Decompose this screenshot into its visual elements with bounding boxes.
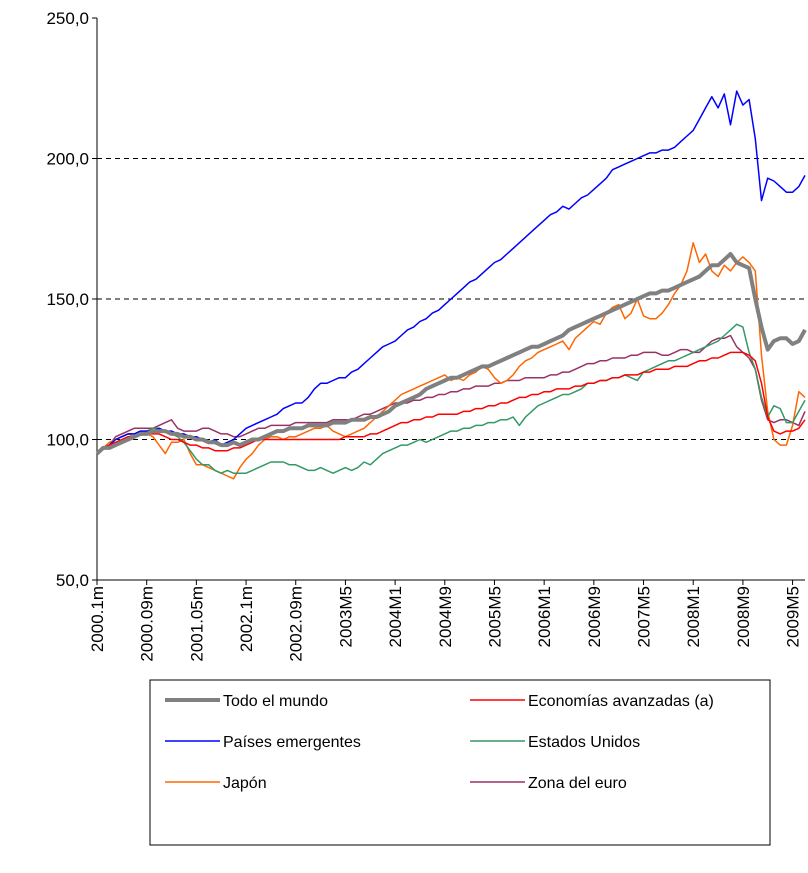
x-tick-label: 2005M5 bbox=[485, 586, 504, 647]
x-tick-label: 2002.09m bbox=[287, 586, 306, 662]
x-tick-label: 2007M5 bbox=[635, 586, 654, 647]
x-tick-label: 2006M9 bbox=[585, 586, 604, 647]
series-line bbox=[96, 90, 806, 455]
x-tick-label: 2003M5 bbox=[336, 586, 355, 647]
series-line bbox=[96, 323, 806, 474]
series-line bbox=[96, 334, 806, 455]
y-tick-label: 100,0 bbox=[46, 431, 89, 450]
legend-label: Economías avanzadas (a) bbox=[528, 693, 714, 710]
x-tick-label: 2002.1m bbox=[237, 586, 256, 652]
x-tick-label: 2009M5 bbox=[784, 586, 803, 647]
series-line bbox=[96, 351, 806, 455]
x-tick-label: 2008M1 bbox=[684, 586, 703, 647]
legend-label: Japón bbox=[223, 775, 267, 792]
x-tick-label: 2008M9 bbox=[734, 586, 753, 647]
x-tick-label: 2000.09m bbox=[138, 586, 157, 662]
y-tick-label: 50,0 bbox=[56, 571, 89, 590]
y-tick-label: 250,0 bbox=[46, 9, 89, 28]
legend-box bbox=[149, 679, 771, 846]
x-tick-label: 2001.05m bbox=[187, 586, 206, 662]
legend-label: Zona del euro bbox=[528, 775, 627, 792]
x-tick-label: 2004M9 bbox=[436, 586, 455, 647]
x-tick-label: 2000.1m bbox=[88, 586, 107, 652]
x-tick-label: 2004M1 bbox=[386, 586, 405, 647]
series-line bbox=[95, 252, 807, 456]
legend-label: Todo el mundo bbox=[223, 693, 328, 710]
legend-label: Países emergentes bbox=[223, 734, 361, 751]
x-tick-label: 2006M1 bbox=[535, 586, 554, 647]
y-tick-label: 200,0 bbox=[46, 150, 89, 169]
y-tick-label: 150,0 bbox=[46, 290, 89, 309]
legend-label: Estados Unidos bbox=[528, 734, 640, 751]
